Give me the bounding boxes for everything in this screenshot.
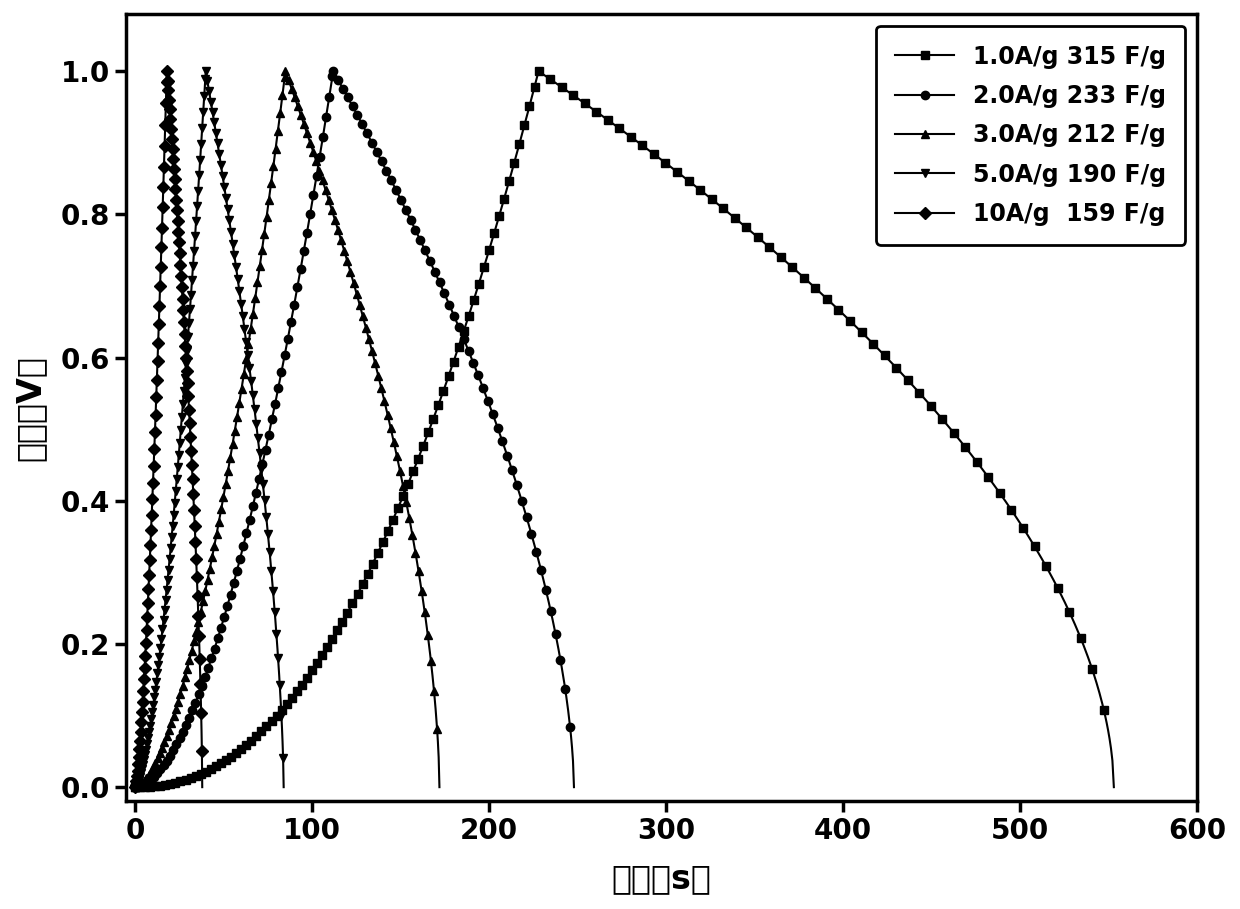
1.0A/g 315 F/g bbox=[1106, 782, 1121, 793]
1.0A/g 315 F/g bbox=[950, 431, 965, 442]
5.0A/g 190 F/g bbox=[201, 83, 216, 94]
10A/g  159 F/g bbox=[166, 158, 181, 169]
2.0A/g 233 F/g bbox=[557, 678, 572, 689]
1.0A/g 315 F/g bbox=[531, 65, 546, 76]
10A/g  159 F/g bbox=[167, 179, 182, 190]
2.0A/g 233 F/g bbox=[366, 139, 381, 150]
5.0A/g 190 F/g bbox=[203, 93, 218, 104]
2.0A/g 233 F/g bbox=[465, 355, 480, 366]
2.0A/g 233 F/g bbox=[423, 255, 438, 266]
5.0A/g 190 F/g bbox=[237, 324, 252, 335]
Legend: 1.0A/g 315 F/g, 2.0A/g 233 F/g, 3.0A/g 212 F/g, 5.0A/g 190 F/g, 10A/g  159 F/g: 1.0A/g 315 F/g, 2.0A/g 233 F/g, 3.0A/g 2… bbox=[877, 25, 1185, 245]
5.0A/g 190 F/g bbox=[277, 782, 291, 793]
1.0A/g 315 F/g bbox=[946, 427, 961, 438]
10A/g  159 F/g bbox=[181, 385, 196, 395]
2.0A/g 233 F/g bbox=[326, 65, 341, 76]
3.0A/g 212 F/g bbox=[432, 782, 446, 793]
10A/g  159 F/g bbox=[160, 65, 175, 76]
3.0A/g 212 F/g bbox=[424, 663, 439, 674]
3.0A/g 212 F/g bbox=[319, 187, 334, 198]
10A/g  159 F/g bbox=[193, 679, 208, 690]
3.0A/g 212 F/g bbox=[306, 149, 321, 160]
1.0A/g 315 F/g bbox=[600, 115, 615, 125]
X-axis label: 时间（s）: 时间（s） bbox=[611, 862, 712, 895]
2.0A/g 233 F/g bbox=[567, 782, 582, 793]
10A/g  159 F/g bbox=[192, 642, 207, 653]
3.0A/g 212 F/g bbox=[419, 618, 434, 629]
2.0A/g 233 F/g bbox=[492, 427, 507, 438]
Line: 10A/g  159 F/g: 10A/g 159 F/g bbox=[162, 67, 206, 792]
Line: 1.0A/g 315 F/g: 1.0A/g 315 F/g bbox=[534, 67, 1118, 792]
5.0A/g 190 F/g bbox=[212, 153, 227, 164]
3.0A/g 212 F/g bbox=[278, 65, 293, 76]
5.0A/g 190 F/g bbox=[275, 736, 290, 747]
1.0A/g 315 F/g bbox=[893, 366, 908, 377]
Y-axis label: 电压（V）: 电压（V） bbox=[14, 355, 47, 461]
3.0A/g 212 F/g bbox=[288, 92, 303, 103]
2.0A/g 233 F/g bbox=[425, 262, 440, 273]
5.0A/g 190 F/g bbox=[198, 65, 213, 76]
Line: 2.0A/g 233 F/g: 2.0A/g 233 F/g bbox=[329, 67, 578, 792]
Line: 5.0A/g 190 F/g: 5.0A/g 190 F/g bbox=[202, 67, 288, 792]
3.0A/g 212 F/g bbox=[284, 83, 299, 94]
5.0A/g 190 F/g bbox=[206, 114, 221, 125]
1.0A/g 315 F/g bbox=[759, 239, 774, 250]
Line: 3.0A/g 212 F/g: 3.0A/g 212 F/g bbox=[281, 67, 444, 792]
10A/g  159 F/g bbox=[177, 335, 192, 345]
10A/g  159 F/g bbox=[195, 782, 210, 793]
1.0A/g 315 F/g bbox=[718, 205, 733, 216]
